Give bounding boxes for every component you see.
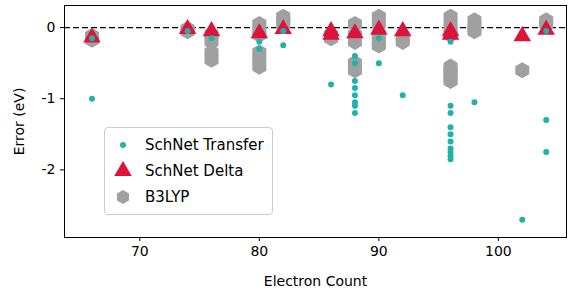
- svg-text:-2: -2: [42, 161, 56, 177]
- svg-text:100: 100: [485, 243, 512, 259]
- html-text:B3LYP: B3LYP: [145, 188, 190, 206]
- svg-text:Error (eV): Error (eV): [11, 88, 27, 156]
- svg-text:80: 80: [250, 243, 268, 259]
- svg-text:0: 0: [47, 19, 56, 35]
- svg-text:90: 90: [370, 243, 388, 259]
- html-text:SchNet Transfer: SchNet Transfer: [145, 136, 264, 154]
- html-text:SchNet Delta: SchNet Delta: [145, 162, 244, 180]
- svg-text:70: 70: [131, 243, 149, 259]
- svg-text:-1: -1: [42, 90, 56, 106]
- svg-text:Electron Count: Electron Count: [264, 273, 368, 289]
